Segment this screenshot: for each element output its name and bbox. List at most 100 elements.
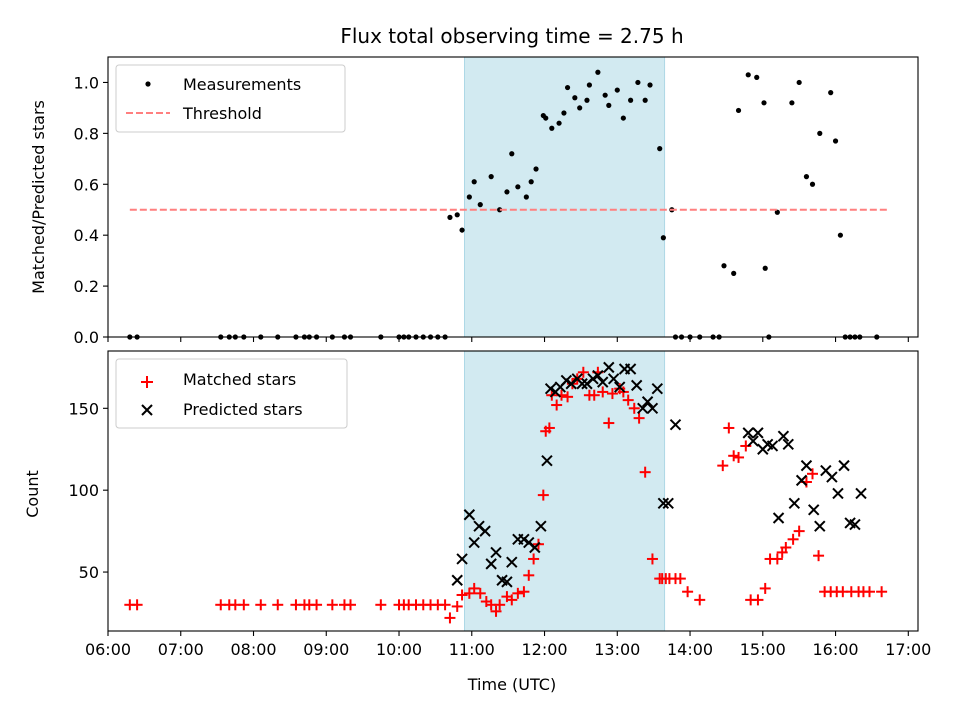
measurement-point — [471, 179, 477, 185]
measurement-point — [549, 125, 555, 131]
matched-stars-point — [528, 553, 540, 565]
measurement-point — [504, 189, 510, 195]
measurement-point — [817, 130, 823, 136]
matched-stars-point — [863, 586, 875, 598]
predicted-stars-point — [782, 438, 794, 451]
legend-measurements-label: Measurements — [183, 75, 301, 94]
predicted-stars-point — [501, 576, 513, 588]
top-observing-window-shade — [463, 56, 666, 338]
y-tick-label: 0.6 — [74, 175, 99, 194]
measurement-point — [614, 87, 620, 93]
predicted-stars-point — [795, 474, 808, 487]
predicted-stars-point — [788, 497, 801, 509]
matched-stars-point — [728, 450, 740, 462]
measurement-point — [796, 79, 802, 86]
predicted-stars-point — [587, 373, 599, 385]
matched-stars-point — [807, 468, 819, 480]
predicted-stars-point — [808, 504, 820, 516]
matched-stars-point — [551, 399, 563, 411]
matched-stars-point — [577, 366, 589, 378]
predicted-stars-point — [651, 382, 664, 395]
measurement-point — [774, 209, 780, 215]
measurement-point — [459, 227, 465, 233]
matched-stars-point — [694, 594, 706, 606]
predicted-stars-point — [814, 520, 826, 532]
matched-stars-point — [787, 533, 799, 545]
matched-stars-point — [674, 573, 686, 585]
y-tick-label: 1.0 — [74, 73, 99, 92]
measurement-point — [657, 146, 663, 152]
predicted-stars-point — [576, 378, 588, 390]
matched-stars-point — [588, 389, 600, 401]
legend-matched-label: Matched stars — [183, 370, 296, 389]
predicted-stars-point — [747, 435, 759, 447]
bottom-y-axis-ticks: 50 100 150 — [68, 399, 108, 582]
measurement-point — [466, 194, 472, 200]
matched-stars-point — [752, 594, 764, 606]
y-tick-label: 50 — [79, 563, 99, 582]
predicted-stars-point — [485, 558, 497, 570]
measurement-point — [561, 110, 567, 116]
measurement-point — [628, 97, 634, 103]
measurement-point — [523, 194, 529, 200]
matched-stars-point — [622, 394, 634, 406]
predicted-stars-point — [541, 455, 553, 467]
matched-stars-point — [682, 586, 694, 598]
predicted-stars-point — [630, 379, 643, 392]
legend-measurements-marker — [145, 81, 151, 87]
measurement-point — [556, 120, 562, 126]
measurement-point — [620, 115, 626, 121]
legend-threshold-label: Threshold — [182, 104, 262, 123]
measurement-point — [477, 202, 483, 208]
measurement-point — [528, 179, 534, 185]
matched-stars-point — [780, 541, 792, 553]
measurement-point — [577, 105, 583, 111]
measurement-point — [761, 100, 767, 106]
y-tick-label: 0.2 — [74, 277, 99, 296]
measurement-point — [789, 100, 795, 106]
predicted-stars-point — [669, 418, 682, 431]
matched-stars-point — [597, 386, 609, 398]
predicted-stars-point — [832, 487, 844, 500]
predicted-stars-point — [451, 574, 463, 586]
legend-predicted-marker — [141, 404, 153, 416]
predicted-stars-point — [607, 373, 620, 385]
predicted-stars-point — [592, 369, 604, 382]
measurement-point — [635, 79, 641, 86]
x-tick-label: 06:00 — [85, 640, 131, 659]
predicted-stars-point — [752, 427, 764, 439]
predicted-stars-point — [766, 440, 779, 452]
predicted-stars-point — [662, 497, 674, 509]
matched-stars-point — [463, 587, 475, 599]
matched-stars-point — [512, 587, 524, 599]
matched-stars-point — [444, 612, 456, 624]
predicted-stars-point — [772, 512, 785, 524]
predicted-stars-point — [529, 541, 541, 554]
measurement-point — [731, 270, 737, 276]
matched-stars-point — [646, 553, 658, 565]
measurement-point — [595, 69, 601, 75]
predicted-stars-point — [624, 363, 637, 375]
predicted-stars-point — [641, 396, 654, 408]
measurement-point — [660, 235, 666, 241]
predicted-stars-point — [613, 381, 626, 393]
x-tick-label: 16:00 — [812, 640, 858, 659]
predicted-stars-point — [468, 536, 480, 549]
measurement-point — [572, 95, 578, 101]
measurement-point — [509, 151, 515, 157]
measurement-point — [754, 74, 760, 80]
matched-stars-point — [451, 600, 463, 612]
measurement-point — [809, 181, 816, 187]
predicted-stars-point — [463, 509, 476, 521]
matched-stars-point — [543, 422, 555, 434]
matched-stars-point — [345, 599, 357, 611]
top-y-axis-ticks: 0.0 0.2 0.4 0.6 0.8 1.0 — [74, 73, 108, 347]
top-series-marks — [127, 69, 888, 340]
measurement-point — [828, 90, 834, 96]
matched-stars-point — [628, 402, 640, 414]
predicted-stars-point — [777, 430, 790, 442]
bottom-observing-window-shade — [463, 350, 666, 632]
matched-stars-point — [326, 599, 338, 611]
measurement-point — [584, 97, 590, 103]
